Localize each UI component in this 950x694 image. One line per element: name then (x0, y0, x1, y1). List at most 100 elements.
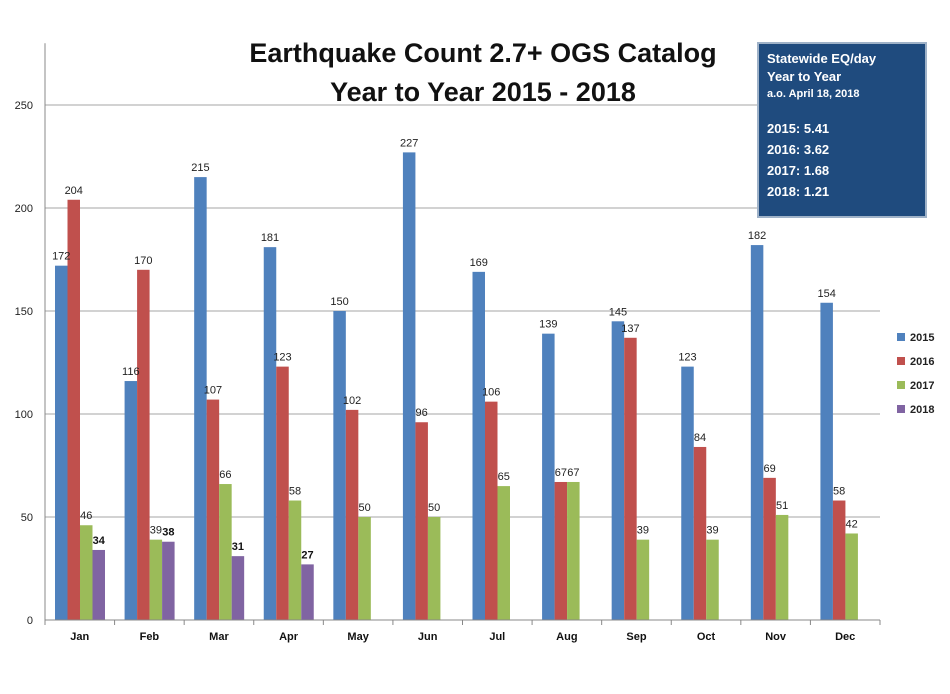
x-tick-label-jul: Jul (489, 631, 505, 643)
data-label-2018-mar: 31 (232, 541, 244, 553)
data-label-2015-sep: 145 (609, 306, 627, 318)
x-tick-label-mar: Mar (209, 631, 229, 643)
bar-2016-mar (206, 399, 220, 620)
legend-swatch-2017 (897, 381, 905, 389)
data-label-2016-mar: 107 (204, 385, 222, 397)
legend: 2015 2016 2017 2018 (897, 332, 934, 416)
bar-2016-apr (276, 366, 289, 620)
data-label-2017-feb: 39 (150, 525, 162, 537)
data-label-2016-nov: 69 (763, 463, 775, 475)
bar-2018-apr (301, 564, 314, 620)
stats-infobox: Statewide EQ/day Year to Year a.o. April… (757, 42, 927, 218)
bar-2016-feb (137, 269, 150, 620)
data-label-2016-oct: 84 (694, 432, 706, 444)
chart-title-line-1: Earthquake Count 2.7+ OGS Catalog (249, 38, 716, 68)
data-label-2017-dec: 42 (846, 518, 858, 530)
bar-2017-dec (845, 533, 858, 620)
bar-2015-oct (681, 366, 694, 620)
x-axis: Jan Feb Mar Apr May Jun Jul Aug Sep Oct Nov Dec (44, 619, 881, 643)
bar-2015-apr (263, 247, 277, 620)
y-tick-label: 0 (27, 615, 33, 627)
bar-2016-jul (485, 401, 498, 620)
legend-swatch-2018 (897, 405, 905, 413)
data-label-2017-sep: 39 (637, 525, 649, 537)
bar-2016-aug (554, 481, 568, 620)
bar-2017-sep (636, 539, 650, 620)
chart-title-line-2: Year to Year 2015 - 2018 (330, 77, 636, 107)
data-label-2017-jan: 46 (80, 510, 92, 522)
bar-2018-mar (231, 556, 245, 620)
legend-swatch-2016 (897, 357, 905, 365)
x-tick-label-apr: Apr (279, 631, 299, 643)
bar-2017-may (358, 517, 371, 620)
bar-2017-jul (497, 486, 510, 620)
bar-2015-may (333, 311, 346, 620)
x-tick-label-nov: Nov (765, 631, 787, 643)
gridlines (45, 104, 880, 518)
legend-label-2016: 2016 (910, 356, 934, 368)
infobox-subtitle: Year to Year (767, 69, 842, 84)
infobox-title: Statewide EQ/day (767, 51, 877, 66)
infobox-date: a.o. April 18, 2018 (767, 88, 860, 100)
bar-2015-jun (402, 152, 416, 620)
rate-2017: 2017: 1.68 (767, 163, 830, 178)
data-label-2018-jan: 34 (93, 535, 106, 547)
legend-swatch-2015 (897, 333, 905, 341)
bar-2017-jun (427, 517, 441, 620)
data-label-2015-dec: 154 (817, 288, 835, 300)
bar-2018-jan (92, 549, 105, 620)
data-label-2016-sep: 137 (621, 323, 639, 335)
data-label-2015-nov: 182 (748, 230, 766, 242)
data-label-2015-aug: 139 (539, 319, 557, 331)
data-label-2018-feb: 38 (162, 527, 174, 539)
data-label-2017-jun: 50 (428, 502, 440, 514)
bar-2016-jan (67, 199, 80, 620)
data-label-2015-jul: 169 (470, 257, 488, 269)
bar-2018-feb (162, 541, 175, 620)
rate-2016: 2016: 3.62 (767, 142, 830, 157)
bar-2015-jan (55, 265, 68, 620)
bar-2015-sep (611, 321, 625, 620)
infobox-rates: 2015: 5.41 2016: 3.62 2017: 1.68 2018: 1… (767, 118, 917, 202)
data-label-2015-feb: 116 (122, 366, 140, 378)
data-label-2015-jan: 172 (52, 251, 70, 263)
bar-2015-nov (750, 245, 764, 620)
legend-label-2017: 2017 (910, 380, 934, 392)
data-label-2017-mar: 66 (219, 469, 231, 481)
bar-2015-aug (542, 333, 555, 620)
data-label-2018-apr: 27 (301, 549, 313, 561)
data-label-2016-dec: 58 (833, 486, 845, 498)
data-label-2015-mar: 215 (191, 162, 209, 174)
data-label-2017-may: 50 (358, 502, 370, 514)
data-label-2016-jul: 106 (482, 387, 500, 399)
bar-2015-dec (820, 302, 833, 620)
data-label-2015-oct: 123 (678, 352, 696, 364)
rate-2018: 2018: 1.21 (767, 184, 830, 199)
data-label-2016-jun: 96 (416, 407, 428, 419)
x-tick-label-dec: Dec (835, 631, 855, 643)
y-tick-label: 200 (15, 203, 33, 215)
bar-2017-mar (219, 484, 232, 620)
data-label-2016-apr: 123 (273, 352, 291, 364)
data-label-2015-may: 150 (330, 296, 348, 308)
x-tick-label-may: May (347, 631, 369, 643)
data-label-2016-aug: 67 (555, 467, 567, 479)
bar-2015-mar (194, 177, 207, 620)
x-tick-label-feb: Feb (140, 631, 160, 643)
bar-2017-nov (775, 514, 789, 620)
bar-2016-dec (832, 500, 846, 620)
x-tick-label-jan: Jan (70, 631, 89, 643)
bar-2017-aug (567, 481, 580, 620)
data-label-2016-jan: 204 (65, 185, 83, 197)
bar-2015-feb (124, 381, 138, 620)
rate-2015: 2015: 5.41 (767, 121, 830, 136)
data-label-2017-oct: 39 (706, 525, 718, 537)
legend-label-2015: 2015 (910, 332, 934, 344)
data-label-2015-jun: 227 (400, 137, 418, 149)
y-tick-label: 250 (15, 100, 33, 112)
x-tick-label-sep: Sep (626, 631, 646, 643)
legend-label-2018: 2018 (910, 404, 934, 416)
y-tick-label: 50 (21, 512, 33, 524)
